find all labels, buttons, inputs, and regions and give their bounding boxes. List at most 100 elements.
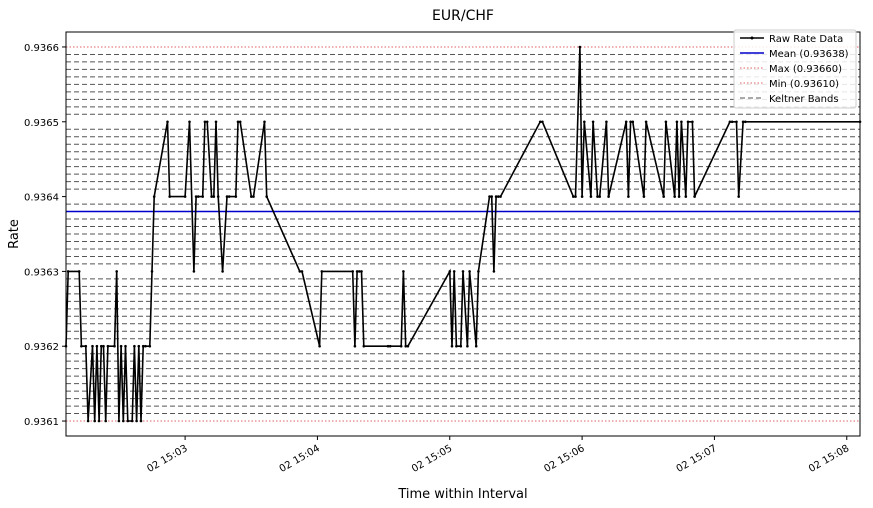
raw-rate-point (86, 419, 90, 423)
raw-rate-point (84, 344, 88, 348)
raw-rate-point (150, 270, 154, 273)
raw-rate-point (538, 120, 542, 124)
raw-rate-point (104, 419, 107, 423)
raw-rate-point (300, 270, 304, 273)
raw-rate-point (386, 344, 390, 348)
y-tick-label: 0.9361 (24, 417, 59, 428)
raw-rate-point (686, 120, 690, 124)
raw-rate-point (97, 419, 101, 423)
raw-rate-point (631, 120, 635, 124)
raw-rate-point (662, 195, 665, 198)
raw-rate-point (497, 195, 500, 198)
raw-rate-point (644, 120, 648, 124)
raw-rate-point (448, 270, 452, 273)
raw-rate-point (730, 120, 734, 124)
raw-rate-point (642, 195, 646, 198)
y-axis-ticks: 0.9361 0.9362 0.9363 0.9364 0.9365 0.9366 (24, 43, 66, 428)
raw-rate-point (735, 120, 738, 124)
raw-rate-point (691, 120, 694, 124)
raw-rate-point (113, 344, 116, 348)
raw-rate-point (135, 419, 138, 423)
raw-rate-point (589, 195, 593, 198)
raw-rate-point (221, 270, 224, 273)
raw-rate-point (214, 120, 218, 124)
legend-raw-marker (750, 36, 754, 40)
raw-rate-point (388, 344, 392, 348)
raw-rate-point (210, 195, 213, 198)
raw-rate-point (141, 344, 145, 348)
raw-rate-point (80, 344, 83, 348)
raw-rate-point (188, 120, 191, 124)
raw-rate-point (265, 195, 269, 198)
raw-rate-point (675, 120, 679, 124)
raw-rate-point (183, 195, 187, 198)
raw-rate-point (402, 270, 405, 273)
raw-rate-point (684, 195, 688, 198)
y-tick-label: 0.9362 (24, 342, 59, 353)
raw-rate-point (250, 195, 253, 198)
raw-rate-point (318, 344, 321, 348)
y-tick-label: 0.9364 (24, 193, 59, 204)
raw-rate-point (591, 120, 595, 124)
raw-rate-point (452, 270, 456, 273)
raw-rate-point (119, 344, 123, 348)
raw-rate-point (115, 270, 118, 273)
raw-rate-point (351, 270, 355, 273)
raw-rate-point (225, 195, 229, 198)
raw-rate-point (728, 120, 732, 124)
raw-rate-point (197, 195, 200, 198)
raw-rate-point (166, 120, 169, 124)
raw-rate-point (234, 195, 238, 198)
y-tick-label: 0.9365 (24, 118, 59, 129)
raw-rate-point (263, 120, 266, 124)
legend-max-label: Max (0.93660) (769, 64, 842, 75)
raw-rate-point (629, 120, 632, 124)
raw-rate-point (488, 195, 491, 198)
raw-rate-point (741, 120, 745, 124)
raw-rate-point (677, 195, 681, 198)
y-tick-label: 0.9366 (24, 43, 59, 54)
raw-rate-point (494, 195, 498, 198)
raw-rate-point (353, 344, 357, 348)
raw-rate-point (139, 419, 143, 423)
raw-rate-point (106, 344, 110, 348)
raw-rate-point (168, 195, 171, 198)
raw-rate-point (66, 270, 70, 273)
raw-rate-point (627, 195, 630, 198)
raw-rate-point (578, 45, 582, 49)
raw-rate-point (102, 344, 105, 348)
raw-rate-point (605, 120, 608, 124)
raw-rate-point (148, 344, 152, 348)
plot-frame (65, 31, 861, 437)
raw-rate-point (320, 270, 324, 273)
raw-rate-point (227, 195, 231, 198)
raw-rate-point (355, 270, 359, 273)
raw-rate-point (93, 419, 96, 423)
raw-rate-point (126, 419, 130, 423)
raw-rate-point (152, 195, 156, 198)
legend-bands-label: Keltner Bands (769, 94, 839, 105)
raw-rate-point (541, 120, 544, 124)
raw-rate-point (194, 195, 198, 198)
legend-box (733, 29, 857, 109)
raw-rate-point (607, 195, 610, 198)
raw-rate-point (583, 120, 586, 124)
raw-rate-point (492, 270, 496, 273)
raw-rate-series-group (64, 45, 862, 423)
raw-rate-point (461, 270, 465, 273)
raw-rate-point (468, 270, 471, 273)
raw-rate-point (130, 419, 134, 423)
raw-rate-point (298, 270, 302, 273)
raw-rate-point (100, 344, 103, 348)
raw-rate-point (680, 120, 683, 124)
raw-rate-point (466, 344, 469, 348)
keltner-bands-group (66, 53, 860, 415)
raw-rate-point (477, 270, 480, 273)
raw-rate-point (236, 120, 240, 124)
raw-rate-point (490, 195, 494, 198)
raw-rate-point (664, 120, 668, 124)
raw-rate-point (450, 344, 454, 348)
raw-rate-point (693, 195, 696, 198)
raw-rate-point (212, 195, 216, 198)
